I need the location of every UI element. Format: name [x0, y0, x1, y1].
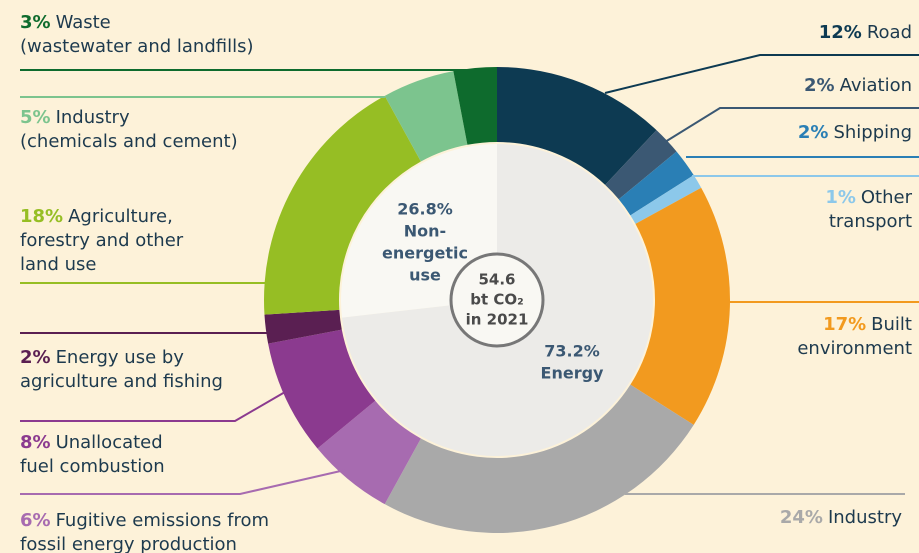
segment-label: 6% Fugitive emissions from — [20, 510, 269, 531]
segment-name: Industry — [828, 507, 902, 528]
segment-value: 6% — [20, 510, 51, 531]
leader-line — [20, 391, 286, 422]
ring-segment — [605, 130, 677, 200]
segment-label: 5% Industry — [20, 107, 130, 128]
segment-value: 17% — [823, 314, 866, 335]
ring-segment — [497, 67, 657, 185]
inner-value: 73.2% — [544, 342, 600, 361]
ring-segment — [268, 329, 376, 449]
segment-name: fuel combustion — [20, 456, 165, 477]
leader-line — [604, 54, 919, 94]
segment-value: 18% — [20, 206, 63, 227]
center-label: 54.6 — [478, 271, 515, 289]
inner-name: use — [409, 266, 441, 285]
center-label: bt CO₂ — [470, 291, 523, 309]
segment-value: 12% — [819, 22, 862, 43]
segment-value: 5% — [20, 107, 51, 128]
segment-label: 17% Built — [823, 314, 912, 335]
segment-label: 18% Agriculture, — [20, 206, 173, 227]
segment-name: forestry and other — [20, 230, 184, 251]
segment-name: Aviation — [840, 75, 912, 96]
segment-name: Industry — [56, 107, 130, 128]
segment-name: Other — [861, 187, 913, 208]
segment-label: 8% Unallocated — [20, 432, 163, 453]
segment-label: 2% Energy use by — [20, 347, 184, 368]
segment-name: agriculture and fishing — [20, 371, 223, 392]
segment-label: 2% Shipping — [798, 122, 912, 143]
segment-label: 1% Other — [825, 187, 912, 208]
ring-segment — [384, 384, 694, 533]
segment-name: environment — [797, 338, 912, 359]
segment-value: 24% — [780, 507, 823, 528]
segment-name: Fugitive emissions from — [56, 510, 270, 531]
segment-label: 3% Waste — [20, 12, 111, 33]
inner-name: Energy — [541, 364, 605, 383]
ring-segment — [264, 95, 421, 315]
ring-segment — [384, 71, 468, 162]
segment-name: transport — [829, 211, 912, 232]
segment-name: (chemicals and cement) — [20, 131, 238, 152]
center-circle — [449, 252, 545, 348]
segment-name: fossil energy production — [20, 534, 237, 553]
center-label: in 2021 — [466, 311, 529, 329]
segment-name: Shipping — [833, 122, 912, 143]
segment-value: 8% — [20, 432, 51, 453]
ring-segment — [317, 400, 421, 505]
segment-label: 12% Road — [819, 22, 912, 43]
segment-value: 2% — [798, 122, 829, 143]
segment-name: Waste — [56, 12, 111, 33]
segment-name: Road — [867, 22, 912, 43]
segment-name: Built — [871, 314, 912, 335]
ring-segment — [264, 309, 342, 344]
segment-label: 2% Aviation — [804, 75, 912, 96]
segment-value: 2% — [20, 347, 51, 368]
segment-value: 1% — [825, 187, 856, 208]
segment-name: land use — [20, 254, 96, 275]
inner-name: Non- — [404, 222, 446, 241]
leader-line — [664, 107, 919, 143]
segment-name: (wastewater and landfills) — [20, 36, 253, 57]
segment-value: 2% — [804, 75, 835, 96]
inner-name: energetic — [382, 244, 468, 263]
segment-value: 3% — [20, 12, 51, 33]
segment-label: 24% Industry — [780, 507, 902, 528]
ring-segment — [630, 175, 702, 224]
ring-segment — [618, 151, 694, 216]
ring-segment — [630, 187, 730, 425]
segment-name: Energy use by — [56, 347, 185, 368]
segment-name: Unallocated — [56, 432, 163, 453]
inner-value: 26.8% — [397, 200, 453, 219]
ring-segment — [453, 67, 497, 145]
segment-name: Agriculture, — [68, 206, 173, 227]
leader-line — [20, 469, 346, 495]
